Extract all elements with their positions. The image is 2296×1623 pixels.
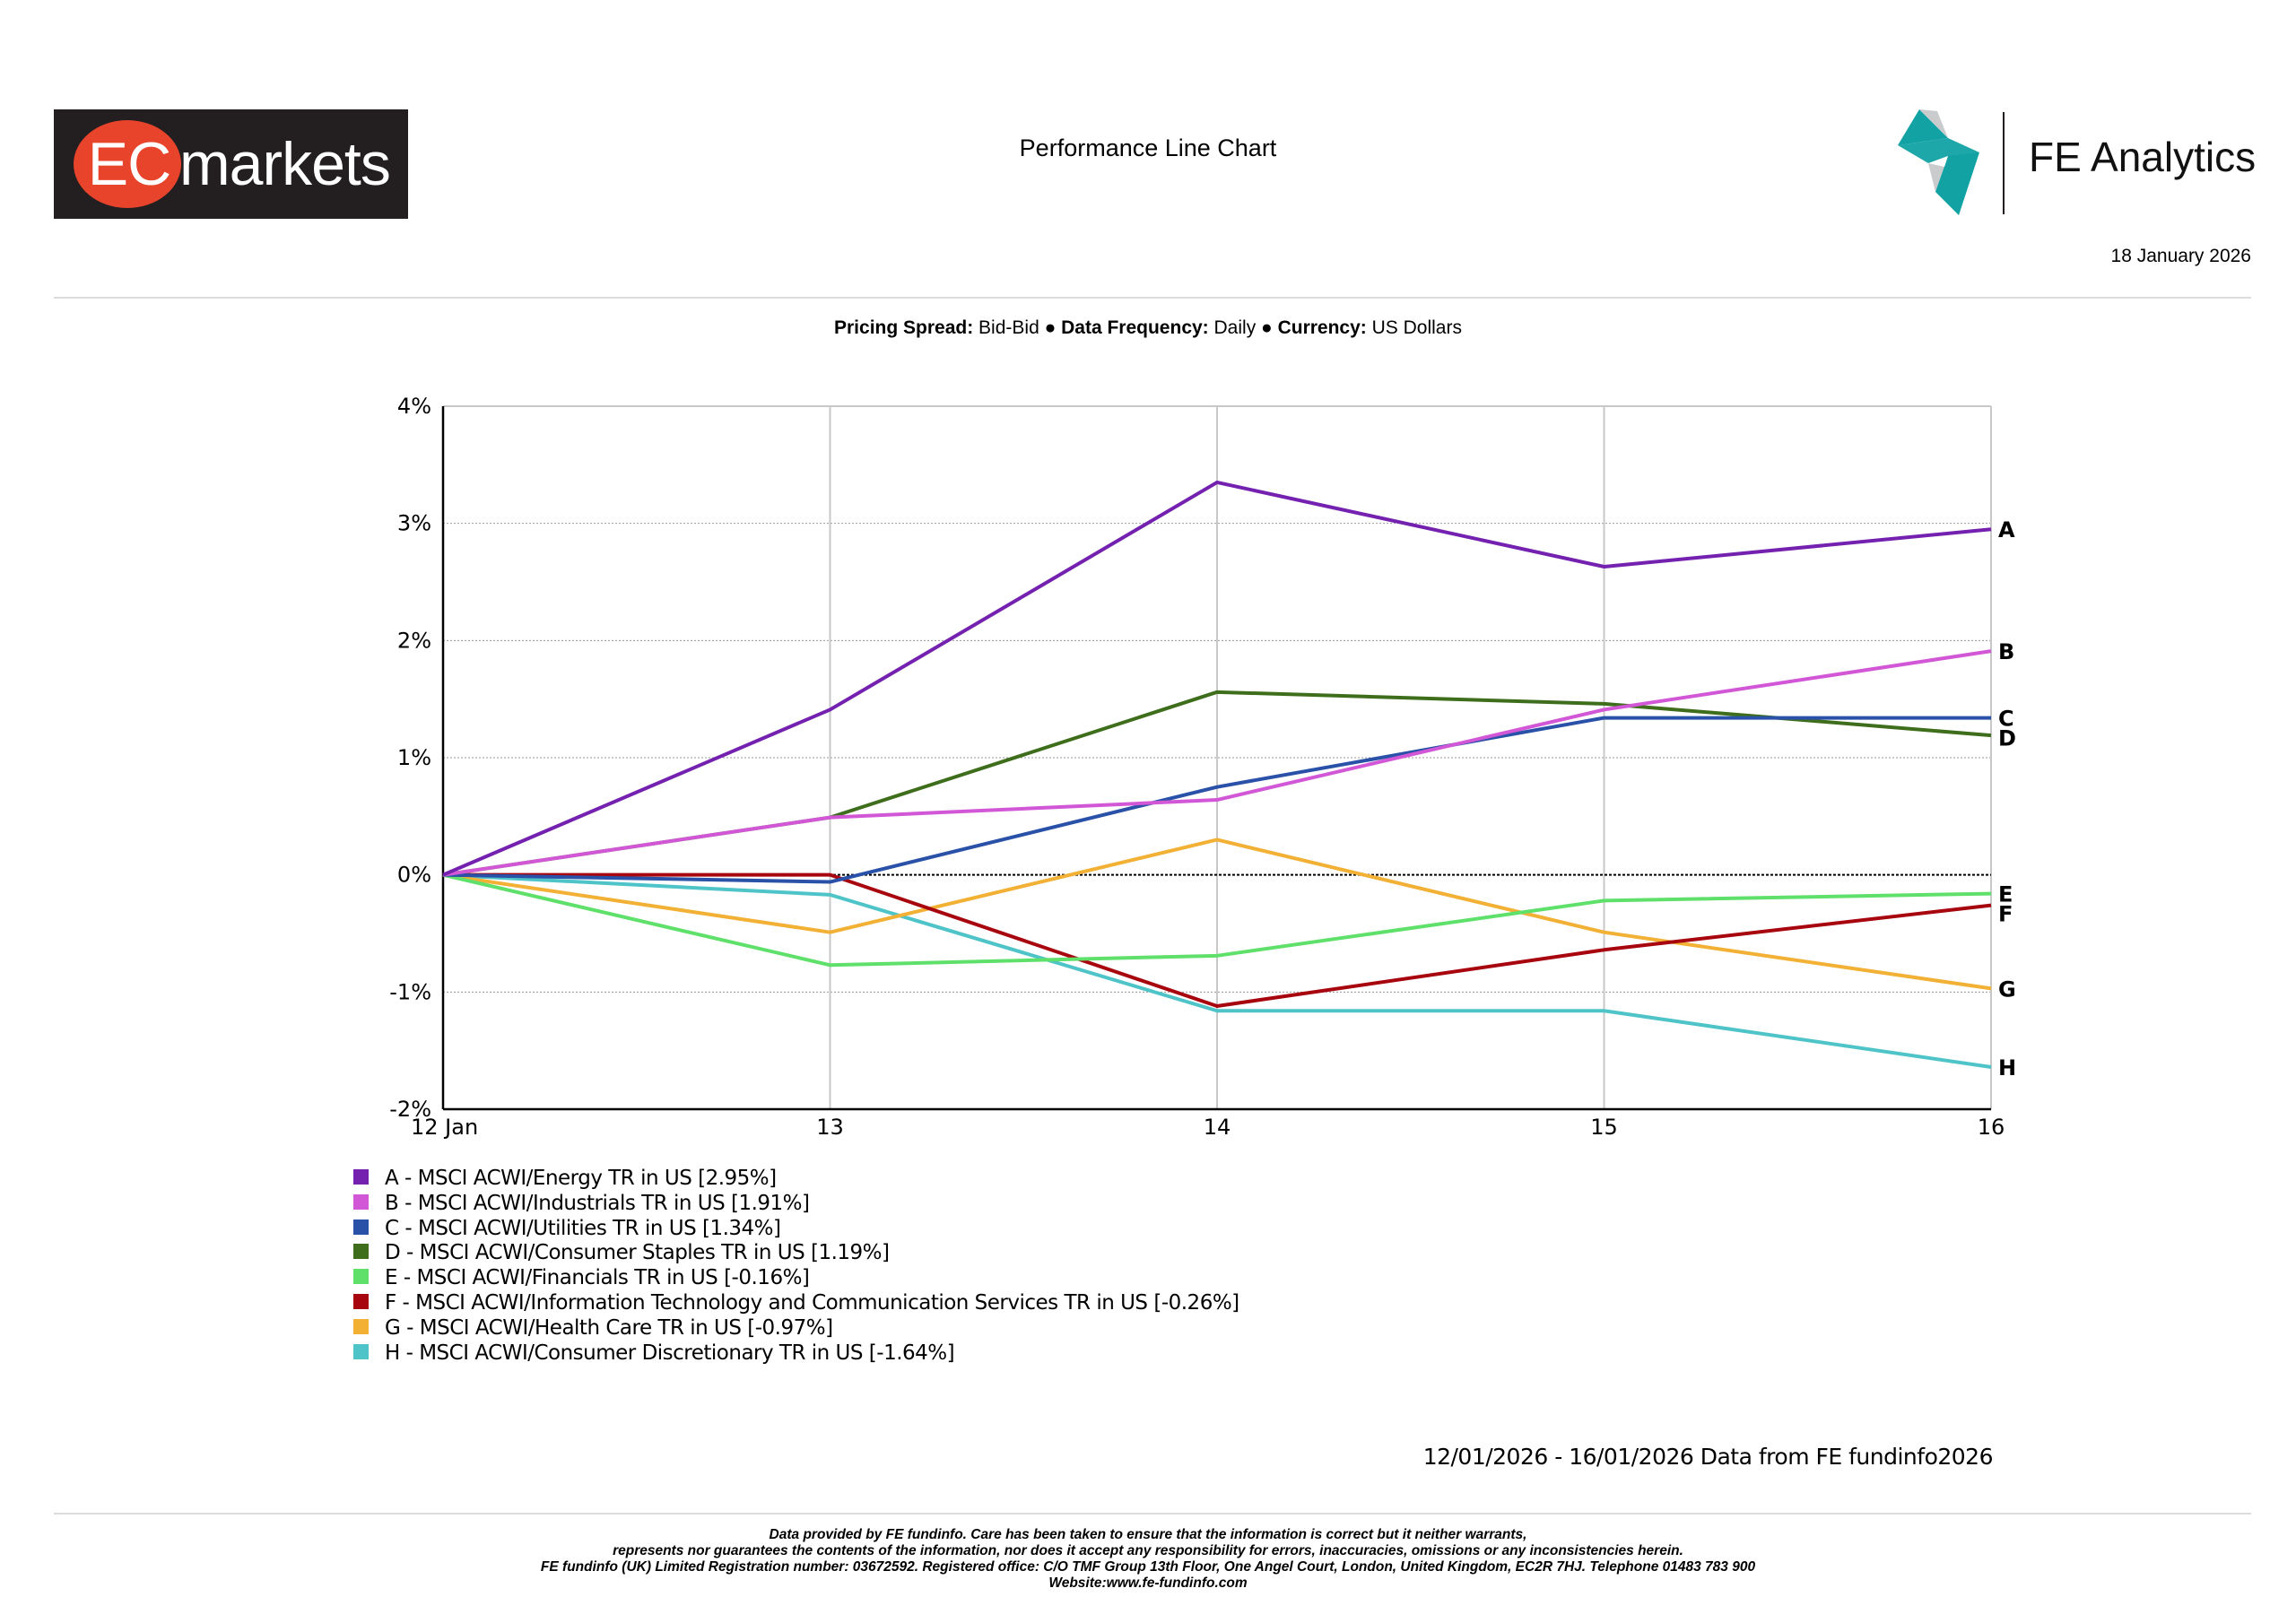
legend-item: C - MSCI ACWI/Utilities TR in US [1.34%] [353, 1217, 1340, 1240]
legend-swatch [353, 1244, 369, 1260]
ec-logo-wordmark: EC markets [87, 130, 391, 198]
legend-swatch [353, 1193, 369, 1210]
y-tick-label: 2% [397, 628, 431, 653]
logo-divider [2003, 112, 2005, 214]
currency-label: Currency: [1277, 317, 1367, 338]
legend-item: D - MSCI ACWI/Consumer Staples TR in US … [353, 1241, 1340, 1264]
legend-item: G - MSCI ACWI/Health Care TR in US [-0.9… [353, 1316, 1340, 1340]
website-link[interactable]: Website:www.fe-fundinfo.com [1048, 1575, 1248, 1591]
pricing-spread-label: Pricing Spread: [834, 317, 974, 338]
x-tick-label: 15 [1590, 1115, 1618, 1140]
legend-label: E - MSCI ACWI/Financials TR in US [-0.16… [385, 1266, 810, 1290]
legend-swatch [353, 1169, 369, 1185]
series-end-label: G [1998, 976, 2016, 1002]
y-tick-label: 1% [397, 745, 431, 770]
series-line-b [442, 649, 1992, 877]
legend-swatch [353, 1219, 369, 1235]
series-end-label: A [1998, 517, 2015, 542]
y-tick-label: 0% [397, 863, 431, 888]
legend-swatch [353, 1318, 369, 1334]
separator-dot: ● [1044, 317, 1057, 338]
series-end-label: E [1998, 882, 2013, 907]
x-tick-label: 16 [1978, 1115, 2005, 1140]
legend-item: A - MSCI ACWI/Energy TR in US [2.95%] [353, 1167, 1340, 1190]
legend-label: B - MSCI ACWI/Industrials TR in US [1.91… [385, 1191, 810, 1215]
data-frequency-value: Daily [1213, 317, 1257, 338]
x-tick-label: 13 [816, 1115, 844, 1140]
legend-swatch [353, 1294, 369, 1309]
legend-label: D - MSCI ACWI/Consumer Staples TR in US … [385, 1241, 890, 1265]
series-line-f [443, 872, 1992, 1009]
report-date: 18 January 2026 [2110, 246, 2251, 266]
y-tick-label: 4% [397, 394, 431, 419]
disclaimer-line: Data provided by FE fundinfo. Care has b… [769, 1527, 1527, 1542]
ec-markets-logo: EC markets [54, 109, 408, 219]
series-line-g [442, 838, 1992, 991]
header-divider [54, 297, 2251, 299]
legend-label: A - MSCI ACWI/Energy TR in US [2.95%] [385, 1167, 777, 1190]
legend-label: H - MSCI ACWI/Consumer Discretionary TR … [385, 1341, 955, 1365]
disclaimer-line: Website:www.fe-fundinfo.com [0, 1575, 2296, 1592]
disclaimer: Data provided by FE fundinfo. Care has b… [0, 1527, 2296, 1592]
y-tick-label: 3% [397, 511, 431, 536]
separator-dot: ● [1261, 317, 1273, 338]
series-end-label: D [1998, 726, 2016, 751]
series-line-c [442, 716, 1991, 884]
legend-item: B - MSCI ACWI/Industrials TR in US [1.91… [353, 1192, 1340, 1215]
legend-label: F - MSCI ACWI/Information Technology and… [385, 1291, 1239, 1315]
fe-analytics-wordmark: FE Analytics [2029, 134, 2257, 180]
data-source-note: 12/01/2026 - 16/01/2026 Data from FE fun… [1422, 1444, 1994, 1470]
x-tick-label: 14 [1204, 1115, 1231, 1140]
legend-item: F - MSCI ACWI/Information Technology and… [353, 1291, 1340, 1315]
footer-divider [54, 1513, 2251, 1515]
series-end-label: C [1998, 707, 2014, 732]
series-end-label: B [1998, 639, 2014, 664]
legend-label: G - MSCI ACWI/Health Care TR in US [-0.9… [385, 1315, 833, 1340]
fe-analytics-logo-icon [1898, 109, 1979, 215]
legend-label: C - MSCI ACWI/Utilities TR in US [1.34%] [385, 1216, 781, 1240]
chart-settings: Pricing Spread: Bid-Bid ● Data Frequency… [0, 317, 2296, 339]
series-end-label: H [1998, 1055, 2016, 1081]
currency-value: US Dollars [1371, 317, 1462, 338]
report-title: Performance Line Chart [1019, 135, 1277, 161]
legend-item: E - MSCI ACWI/Financials TR in US [-0.16… [353, 1266, 1340, 1289]
x-tick-label: 12 Jan [411, 1115, 478, 1140]
legend-item: H - MSCI ACWI/Consumer Discretionary TR … [353, 1341, 1340, 1365]
ec-logo-circle [74, 120, 181, 208]
data-frequency-label: Data Frequency: [1061, 317, 1209, 338]
y-tick-label: -1% [389, 979, 431, 1004]
series-line-h [442, 872, 1992, 1069]
disclaimer-line: FE fundinfo (UK) Limited Registration nu… [540, 1559, 1756, 1575]
y-tick-label: -2% [389, 1097, 431, 1122]
series-end-label: F [1998, 902, 2013, 927]
legend-swatch [353, 1269, 369, 1285]
disclaimer-line: represents nor guarantees the contents o… [613, 1543, 1683, 1558]
pricing-spread-value: Bid-Bid [978, 317, 1039, 338]
series-line-e [442, 872, 1992, 968]
legend-swatch [353, 1343, 369, 1359]
series-line-a [442, 480, 1992, 877]
